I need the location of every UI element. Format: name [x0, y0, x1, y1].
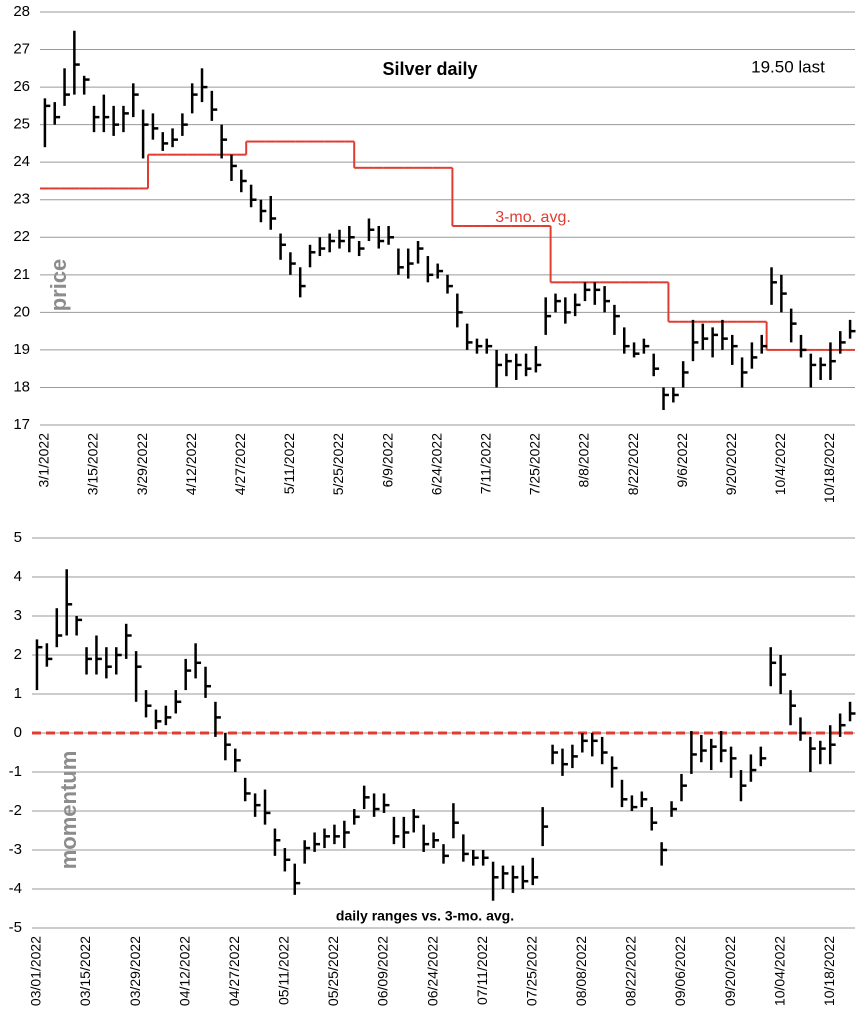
- line-label: 3-mo. avg.: [495, 209, 571, 226]
- y-tick-label: -2: [9, 802, 22, 819]
- y-tick-label: 23: [13, 191, 30, 208]
- x-tick-label: 6/24/2022: [428, 433, 444, 495]
- x-tick-label: 3/15/2022: [85, 433, 101, 495]
- x-tick-label: 08/08/2022: [573, 936, 589, 1006]
- y-tick-label: 25: [13, 116, 30, 133]
- x-tick-label: 10/18/2022: [821, 936, 837, 1006]
- x-tick-label: 03/15/2022: [77, 936, 93, 1006]
- y-axis-label: price: [46, 259, 71, 312]
- x-tick-label: 4/27/2022: [232, 433, 248, 495]
- y-tick-label: 24: [13, 153, 30, 170]
- y-tick-label: 5: [14, 529, 22, 546]
- x-tick-label: 3/1/2022: [36, 433, 52, 488]
- y-tick-label: -5: [9, 919, 22, 936]
- y-tick-label: 19: [13, 341, 30, 358]
- x-tick-label: 9/20/2022: [723, 433, 739, 495]
- y-tick-label: 26: [13, 78, 30, 95]
- x-tick-label: 7/25/2022: [527, 433, 543, 495]
- x-tick-label: 07/11/2022: [474, 936, 490, 1005]
- x-tick-label: 9/6/2022: [674, 433, 690, 488]
- x-tick-label: 5/25/2022: [330, 433, 346, 495]
- x-tick-label: 09/20/2022: [722, 936, 738, 1006]
- x-tick-label: 6/9/2022: [379, 433, 395, 488]
- x-tick-label: 08/22/2022: [623, 936, 639, 1006]
- x-tick-label: 10/04/2022: [771, 936, 787, 1006]
- chart-title: Silver daily: [382, 59, 477, 79]
- y-tick-label: 27: [13, 41, 30, 58]
- y-axis-label: momentum: [56, 751, 81, 870]
- x-tick-label: 10/18/2022: [821, 433, 837, 503]
- x-tick-label: 05/25/2022: [325, 936, 341, 1006]
- x-tick-label: 8/8/2022: [576, 433, 592, 488]
- x-tick-label: 7/11/2022: [477, 433, 493, 494]
- x-tick-label: 04/12/2022: [176, 936, 192, 1006]
- annotation: 19.50 last: [751, 57, 825, 76]
- x-tick-label: 05/11/2022: [276, 936, 292, 1005]
- x-tick-label: 5/11/2022: [281, 433, 297, 494]
- x-tick-label: 04/27/2022: [226, 936, 242, 1006]
- x-tick-label: 03/01/2022: [28, 936, 44, 1006]
- y-tick-label: 2: [14, 646, 22, 663]
- x-tick-label: 06/09/2022: [375, 936, 391, 1006]
- y-tick-label: -3: [9, 841, 22, 858]
- y-tick-label: 22: [13, 228, 30, 245]
- y-tick-label: -1: [9, 763, 22, 780]
- x-tick-label: 10/4/2022: [772, 433, 788, 495]
- y-tick-label: 18: [13, 378, 30, 395]
- x-tick-label: 4/12/2022: [183, 433, 199, 495]
- y-tick-label: 0: [14, 724, 22, 741]
- y-tick-label: 21: [13, 266, 30, 283]
- y-tick-label: 3: [14, 607, 22, 624]
- y-tick-label: 28: [13, 3, 30, 20]
- x-tick-label: 8/22/2022: [625, 433, 641, 495]
- y-tick-label: 17: [13, 416, 30, 433]
- x-tick-label: 07/25/2022: [523, 936, 539, 1006]
- x-tick-label: 03/29/2022: [127, 936, 143, 1006]
- x-tick-label: 09/06/2022: [672, 936, 688, 1006]
- y-tick-label: 1: [14, 685, 22, 702]
- y-tick-label: 4: [14, 568, 22, 585]
- x-tick-label: 3/29/2022: [134, 433, 150, 495]
- caption: daily ranges vs. 3-mo. avg.: [336, 908, 514, 924]
- y-tick-label: -4: [9, 880, 22, 897]
- y-tick-label: 20: [13, 303, 30, 320]
- x-tick-label: 06/24/2022: [424, 936, 440, 1006]
